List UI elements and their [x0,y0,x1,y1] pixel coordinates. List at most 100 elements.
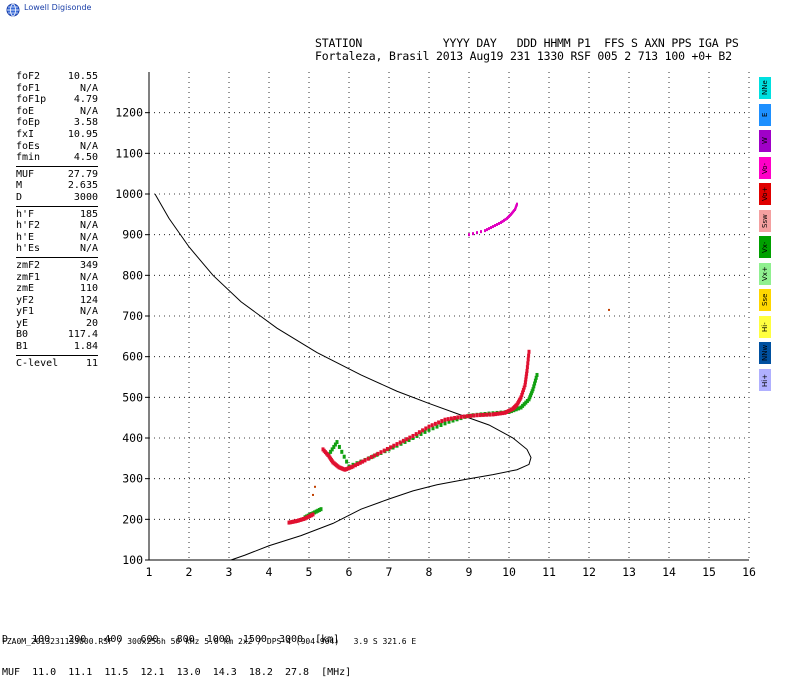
param-value: 20 [85,317,98,329]
o-trace-point [353,463,357,468]
o-trace-point [417,430,421,435]
o-trace-point [459,414,463,419]
o-trace-point [411,433,415,438]
x-trace-point [530,389,534,394]
param-separator [16,354,98,356]
o-trace-point [303,516,307,521]
x-tick-label: 6 [346,565,353,579]
x-trace-point [525,398,529,403]
param-value: N/A [79,243,98,255]
vo-trace-point [486,228,488,232]
o-trace-point [525,365,529,370]
x-trace-point [335,440,339,445]
y-tick-label: 400 [122,431,143,445]
o-trace-point [523,383,527,388]
o-trace-point [527,349,531,354]
muf-value-row: MUF 11.0 11.1 11.5 12.1 13.0 14.3 18.2 2… [2,667,352,678]
x-trace-point [534,375,538,380]
param-value: N/A [79,105,98,117]
o-trace-point [469,413,473,418]
x-tick-label: 14 [662,565,676,579]
o-trace-point [430,423,434,428]
param-row: zmF1 N/A [16,272,98,284]
o-trace-point [525,371,529,376]
x-tick-label: 11 [542,565,556,579]
param-row: foF1 N/A [16,83,98,95]
param-label: h'F2 [16,220,41,232]
x-tick-label: 2 [186,565,193,579]
x-trace-point [407,438,411,443]
o-trace-point [345,467,349,472]
o-trace-point [520,392,524,397]
param-label: M [16,180,23,192]
param-row: C-level 11 [16,358,98,370]
o-trace-point [356,462,360,467]
o-trace-point [509,407,513,412]
x-trace-point [403,439,407,444]
param-value: 11 [85,357,98,369]
param-row: B0 117.4 [16,329,98,341]
o-trace-point [379,450,383,455]
x-trace-point [533,381,537,386]
o-trace-point [443,417,447,422]
o-trace-point [369,455,373,460]
x-trace-point [332,444,336,449]
param-value: 185 [79,208,98,220]
param-label: fxI [16,128,35,140]
o-trace-point [446,417,450,422]
x-trace-point [423,429,427,434]
x-trace-point [337,444,341,449]
vo-trace-point [516,202,518,206]
param-label: B0 [16,329,29,341]
x-trace-point [427,427,431,432]
vo-trace-point [504,217,507,221]
o-trace-point [373,453,377,458]
param-value: N/A [79,140,98,152]
o-trace-point [408,435,412,440]
x-trace-point [419,431,423,436]
o-trace-point [488,412,492,417]
o-trace-point [501,411,505,416]
vo-trace-point [500,220,502,224]
param-value: 27.79 [67,168,98,180]
o-trace-point [472,413,476,418]
o-trace-point [358,460,362,465]
param-label: h'Es [16,243,41,255]
o-trace-point [414,432,418,437]
o-trace-point [508,408,512,413]
param-label: D [16,191,23,203]
vo-trace-point [501,219,504,223]
x-trace-point [483,412,487,417]
vo-trace-point [488,227,490,231]
param-row: B1 1.84 [16,341,98,353]
param-separator [16,165,98,167]
x-tick-label: 5 [306,565,313,579]
o-trace-point [493,412,497,417]
param-value: N/A [79,82,98,94]
o-trace-point [343,467,347,472]
x-trace-point [431,426,435,431]
o-trace-point [485,412,489,417]
x-trace-point [411,436,415,440]
o-trace-point [440,419,444,424]
vo-trace-point [480,230,482,234]
o-trace-point [366,456,370,461]
o-trace-point [433,421,437,426]
param-value: 4.79 [73,94,98,106]
x-trace-point [313,510,317,515]
y-tick-label: 1000 [115,187,143,201]
x-tick-label: 9 [466,565,473,579]
y-tick-label: 300 [122,472,143,486]
electron-density-profile-line [154,193,532,561]
o-trace-point [506,409,510,414]
o-trace-point [392,443,396,448]
x-trace-point [439,422,443,427]
o-trace-point [306,514,310,519]
o-trace-point [287,520,291,525]
param-row: foF1p 4.79 [16,94,98,106]
param-value: 3.58 [73,117,98,129]
x-trace-point [443,421,447,426]
param-value: 3000 [73,191,98,203]
o-trace-point [465,414,469,419]
x-trace-point [514,407,518,412]
